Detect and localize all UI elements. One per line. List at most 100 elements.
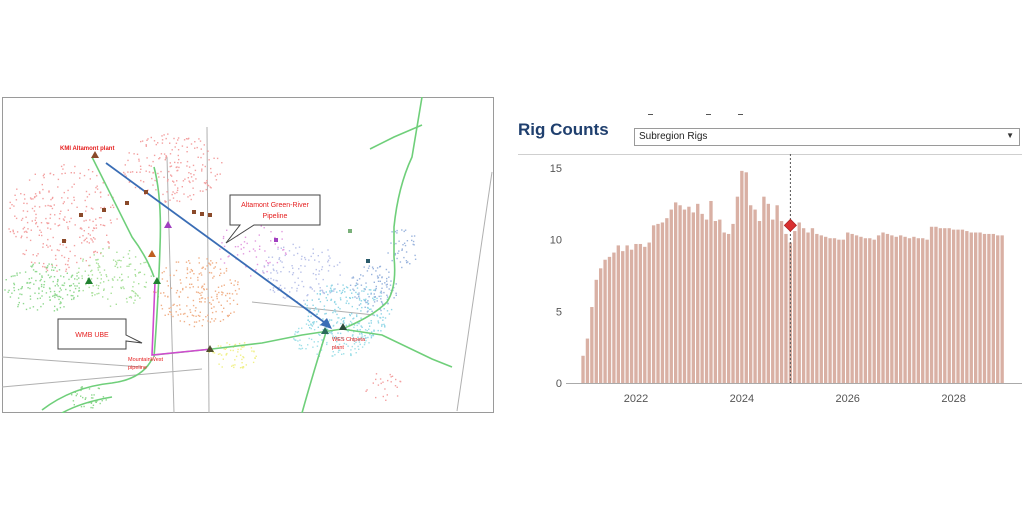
well-dot — [189, 262, 191, 264]
well-dot — [90, 270, 92, 273]
well-dot — [396, 257, 398, 260]
well-dot — [234, 344, 236, 346]
bar — [828, 238, 832, 383]
well-dot — [333, 290, 335, 292]
well-dot — [380, 295, 382, 297]
well-dot — [339, 349, 341, 352]
well-dot — [356, 297, 358, 299]
well-dot — [385, 268, 388, 271]
well-dot — [134, 295, 136, 297]
well-dot — [16, 231, 19, 233]
well-dot — [40, 278, 42, 281]
well-dot — [115, 260, 117, 263]
well-dot — [359, 343, 361, 346]
well-dot — [353, 317, 355, 319]
well-dot — [44, 266, 46, 268]
well-dot — [111, 278, 114, 280]
well-dot — [330, 289, 332, 291]
well-dot — [304, 256, 306, 259]
well-dot — [414, 254, 416, 257]
well-dot — [95, 186, 97, 189]
bar — [890, 235, 894, 383]
well-dot — [372, 268, 374, 270]
well-dot — [223, 262, 226, 264]
well-dot — [394, 252, 397, 255]
well-dot — [111, 286, 114, 288]
well-dot — [54, 294, 57, 296]
well-dot — [362, 275, 364, 277]
well-dot — [14, 194, 16, 196]
well-dot — [52, 295, 54, 297]
well-dot — [355, 341, 357, 343]
well-dot — [369, 325, 371, 327]
well-dot — [356, 315, 358, 318]
well-dot — [363, 338, 365, 340]
well-dot — [380, 309, 382, 312]
bar — [731, 223, 735, 383]
well-dot — [102, 248, 104, 250]
well-dot — [336, 313, 338, 316]
well-dot — [363, 299, 366, 302]
well-dot — [386, 294, 388, 296]
well-dot — [12, 230, 14, 233]
well-dot — [375, 373, 378, 375]
well-dot — [233, 366, 235, 369]
well-dot — [333, 288, 335, 290]
well-dot — [393, 297, 395, 299]
well-dot — [370, 292, 372, 294]
well-dot — [283, 248, 285, 251]
well-dot — [40, 231, 42, 233]
well-dot — [43, 284, 45, 286]
well-dot — [200, 294, 202, 296]
well-dot — [199, 301, 201, 303]
well-dot — [357, 283, 359, 285]
well-dot — [134, 256, 137, 258]
well-dot — [98, 285, 100, 287]
well-dot — [225, 354, 227, 356]
well-dot — [134, 274, 136, 276]
well-dot — [181, 145, 184, 147]
well-dot — [97, 387, 100, 389]
well-dot — [139, 171, 141, 173]
bar — [771, 219, 775, 383]
well-dot — [136, 171, 138, 173]
chevron-down-icon[interactable]: ▼ — [1006, 131, 1014, 140]
well-dot — [112, 259, 115, 261]
well-dot — [275, 270, 278, 272]
well-dot — [40, 222, 43, 224]
well-dot — [326, 343, 328, 346]
well-dot — [63, 219, 65, 221]
well-dot — [363, 266, 365, 268]
well-dot — [23, 193, 26, 196]
well-dot — [81, 277, 83, 280]
well-dot — [68, 278, 70, 281]
well-dot — [130, 296, 132, 298]
well-dot — [139, 297, 141, 299]
subregion-dropdown[interactable]: Subregion Rigs ▼ — [634, 128, 1020, 146]
well-dot — [267, 264, 269, 267]
well-dot — [272, 287, 275, 289]
well-dot — [348, 323, 350, 325]
well-dot — [110, 206, 112, 208]
well-dot — [313, 290, 316, 292]
bar — [660, 222, 665, 383]
well-dot — [138, 158, 140, 160]
well-dot — [184, 312, 186, 315]
well-dot — [384, 317, 387, 319]
well-dot — [351, 334, 354, 337]
well-dot — [63, 191, 65, 194]
well-dot — [239, 354, 242, 356]
well-dot — [88, 388, 91, 390]
well-dot — [94, 191, 96, 193]
well-dot — [300, 265, 302, 267]
bar — [775, 205, 779, 383]
well-dot — [84, 238, 86, 241]
well-dot — [204, 182, 207, 185]
well-dot — [54, 254, 57, 257]
well-dot — [355, 291, 357, 294]
well-dot — [308, 259, 310, 261]
well-dot — [25, 308, 28, 311]
well-dot — [349, 320, 352, 323]
well-dot — [92, 285, 94, 287]
well-dot — [91, 292, 94, 294]
